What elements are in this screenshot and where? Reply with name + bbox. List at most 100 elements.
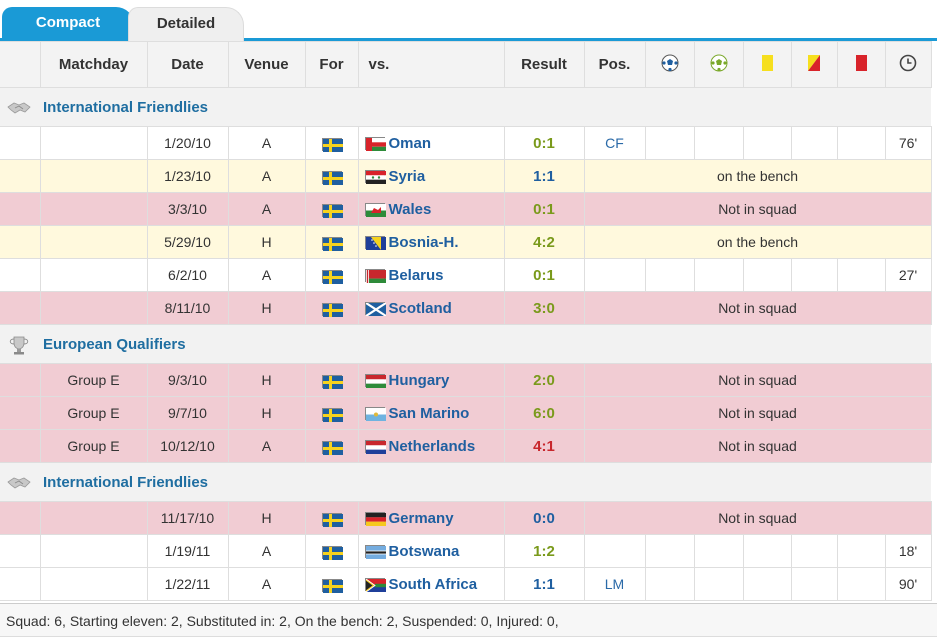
result-score[interactable]: 4:1 xyxy=(533,437,555,455)
result-link[interactable]: 0:1 xyxy=(503,258,585,292)
header-second-yellow[interactable] xyxy=(790,41,838,88)
assists-icon xyxy=(710,54,727,71)
match-row: 6/2/10 A Belarus 0:1 27' xyxy=(0,258,932,292)
result-link[interactable]: 1:1 xyxy=(503,159,585,193)
for-team-cell[interactable] xyxy=(304,291,359,325)
opponent-cell[interactable]: South Africa xyxy=(357,567,505,601)
result-score[interactable]: 1:1 xyxy=(533,575,555,593)
header-vs[interactable]: vs. xyxy=(357,41,505,88)
result-score[interactable]: 4:2 xyxy=(533,233,555,251)
result-link[interactable]: 6:0 xyxy=(503,396,585,430)
opponent-cell[interactable]: Scotland xyxy=(357,291,505,325)
opponent-cell[interactable]: San Marino xyxy=(357,396,505,430)
result-link[interactable]: 0:1 xyxy=(503,126,585,160)
opponent-cell[interactable]: Netherlands xyxy=(357,429,505,463)
opponent-cell[interactable]: Bosnia-H. xyxy=(357,225,505,259)
result-score[interactable]: 1:2 xyxy=(533,542,555,560)
header-red[interactable] xyxy=(836,41,886,88)
for-team-cell[interactable] xyxy=(304,363,359,397)
header-minutes[interactable] xyxy=(884,41,932,88)
opponent-link[interactable]: Germany xyxy=(388,509,454,527)
opponent-link[interactable]: Wales xyxy=(388,200,432,218)
result-link[interactable]: 4:2 xyxy=(503,225,585,259)
row-spacer xyxy=(0,258,41,292)
header-for[interactable]: For xyxy=(304,41,359,88)
opponent-link[interactable]: Scotland xyxy=(388,299,452,317)
result-score[interactable]: 0:1 xyxy=(533,266,555,284)
header-result[interactable]: Result xyxy=(503,41,585,88)
opponent-link[interactable]: Oman xyxy=(388,134,432,152)
opponent-cell[interactable]: Oman xyxy=(357,126,505,160)
header-yellow[interactable] xyxy=(742,41,792,88)
sweden-flag-icon xyxy=(321,512,343,527)
header-pos[interactable]: Pos. xyxy=(583,41,646,88)
opponent-cell[interactable]: Germany xyxy=(357,501,505,535)
result-score[interactable]: 0:1 xyxy=(533,134,555,152)
for-team-cell[interactable] xyxy=(304,258,359,292)
opponent-link[interactable]: Hungary xyxy=(388,371,450,389)
result-link[interactable]: 2:0 xyxy=(503,363,585,397)
result-link[interactable]: 1:2 xyxy=(503,534,585,568)
for-team-cell[interactable] xyxy=(304,159,359,193)
result-link[interactable]: 4:1 xyxy=(503,429,585,463)
result-score[interactable]: 2:0 xyxy=(533,371,555,389)
for-team-cell[interactable] xyxy=(304,534,359,568)
for-team-cell[interactable] xyxy=(304,501,359,535)
opponent-link[interactable]: Bosnia-H. xyxy=(388,233,459,251)
status-cell: Not in squad xyxy=(583,363,932,397)
result-link[interactable]: 3:0 xyxy=(503,291,585,325)
tab-detailed[interactable]: Detailed xyxy=(128,7,244,41)
for-team-cell[interactable] xyxy=(304,126,359,160)
header-matchday[interactable]: Matchday xyxy=(39,41,148,88)
sanmarino-flag-icon xyxy=(364,406,386,421)
competition-name[interactable]: International Friendlies xyxy=(43,98,209,116)
competition-header[interactable]: International Friendlies xyxy=(0,87,931,127)
for-team-cell[interactable] xyxy=(304,225,359,259)
competition-name[interactable]: International Friendlies xyxy=(43,473,209,491)
assists-cell xyxy=(693,567,744,601)
header-goals[interactable] xyxy=(644,41,695,88)
opponent-link[interactable]: Belarus xyxy=(388,266,444,284)
opponent-link[interactable]: South Africa xyxy=(388,575,478,593)
opponent-cell[interactable]: Belarus xyxy=(357,258,505,292)
competition-name[interactable]: European Qualifiers xyxy=(43,335,186,353)
sweden-flag-icon xyxy=(321,137,343,152)
opponent-cell[interactable]: Wales xyxy=(357,192,505,226)
tab-compact[interactable]: Compact xyxy=(2,7,134,41)
result-link[interactable]: 0:1 xyxy=(503,192,585,226)
status-cell: Not in squad xyxy=(583,396,932,430)
result-link[interactable]: 1:1 xyxy=(503,567,585,601)
yellow-cell xyxy=(742,126,792,160)
result-score[interactable]: 3:0 xyxy=(533,299,555,317)
for-team-cell[interactable] xyxy=(304,192,359,226)
opponent-link[interactable]: Botswana xyxy=(388,542,460,560)
matchday-cell xyxy=(39,159,148,193)
competition-header[interactable]: International Friendlies xyxy=(0,462,931,502)
opponent-link[interactable]: Netherlands xyxy=(388,437,476,455)
competition-header[interactable]: European Qualifiers xyxy=(0,324,931,364)
venue-cell: H xyxy=(227,396,306,430)
result-score[interactable]: 0:1 xyxy=(533,200,555,218)
squad-summary: Squad: 6, Starting eleven: 2, Substitute… xyxy=(0,603,937,637)
opponent-link[interactable]: San Marino xyxy=(388,404,470,422)
result-link[interactable]: 0:0 xyxy=(503,501,585,535)
matchday-cell xyxy=(39,258,148,292)
row-spacer xyxy=(0,192,41,226)
header-venue[interactable]: Venue xyxy=(227,41,306,88)
result-score[interactable]: 1:1 xyxy=(533,167,555,185)
yellow-cell xyxy=(742,258,792,292)
header-date[interactable]: Date xyxy=(146,41,229,88)
opponent-cell[interactable]: Syria xyxy=(357,159,505,193)
for-team-cell[interactable] xyxy=(304,396,359,430)
opponent-link[interactable]: Syria xyxy=(388,167,426,185)
opponent-cell[interactable]: Hungary xyxy=(357,363,505,397)
result-score[interactable]: 6:0 xyxy=(533,404,555,422)
header-assists[interactable] xyxy=(693,41,744,88)
match-row: Group E 9/3/10 H Hungary 2:0 Not in squad xyxy=(0,363,932,397)
status-cell: on the bench xyxy=(583,225,932,259)
for-team-cell[interactable] xyxy=(304,567,359,601)
opponent-cell[interactable]: Botswana xyxy=(357,534,505,568)
for-team-cell[interactable] xyxy=(304,429,359,463)
hungary-flag-icon xyxy=(364,373,386,388)
result-score[interactable]: 0:0 xyxy=(533,509,555,527)
